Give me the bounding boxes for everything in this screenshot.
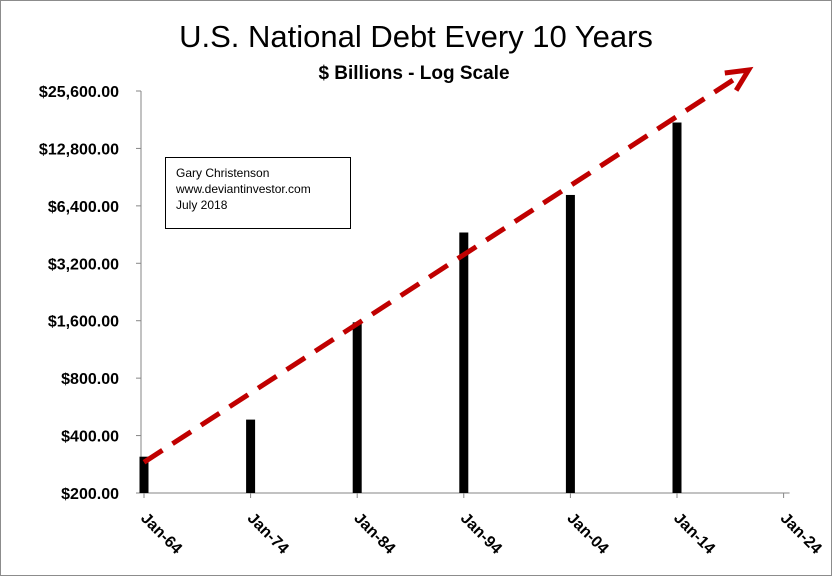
x-tick-label: Jan-84 <box>350 510 398 558</box>
x-tick-label: Jan-64 <box>137 510 185 558</box>
bar-Jan-04 <box>565 194 575 493</box>
y-tick-label: $25,600.00 <box>39 84 119 101</box>
y-tick-label: $1,600.00 <box>48 314 119 331</box>
bar-Jan-14 <box>672 122 682 493</box>
trend-arrow-head <box>724 66 754 92</box>
bar-Jan-94 <box>459 232 469 493</box>
y-tick-label: $12,800.00 <box>39 141 119 158</box>
bar-Jan-74 <box>246 419 256 493</box>
trend-arrow <box>142 66 754 465</box>
source-note: Gary Christenson www.deviantinvestor.com… <box>165 157 351 229</box>
note-date: July 2018 <box>176 198 228 212</box>
x-tick-label: Jan-04 <box>564 510 612 558</box>
note-author: Gary Christenson <box>176 166 270 180</box>
chart-subtitle: $ Billions - Log Scale <box>318 63 509 84</box>
chart-title: U.S. National Debt Every 10 Years <box>179 19 653 54</box>
x-tick-label: Jan-94 <box>457 510 505 558</box>
bars <box>139 122 682 493</box>
bar-Jan-84 <box>352 322 362 493</box>
y-tick-label: $200.00 <box>61 486 119 503</box>
y-tick-label: $400.00 <box>61 429 119 446</box>
x-tick-label: Jan-14 <box>670 510 718 558</box>
x-tick-label: Jan-24 <box>777 510 825 558</box>
y-tick-label: $6,400.00 <box>48 199 119 216</box>
bar-Jan-64 <box>139 456 149 493</box>
x-tick-label: Jan-74 <box>244 510 292 558</box>
note-website: www.deviantinvestor.com <box>176 182 311 196</box>
y-tick-label: $800.00 <box>61 371 119 388</box>
y-tick-label: $3,200.00 <box>48 256 119 273</box>
x-tick-labels: Jan-64 Jan-74 Jan-84 Jan-94 Jan-04 Jan-14 Jan-… <box>137 510 825 558</box>
trend-line <box>142 75 738 465</box>
y-tick-labels: $25,600.00 $12,800.00 $6,400.00 $3,200.00 $1… <box>39 84 119 503</box>
